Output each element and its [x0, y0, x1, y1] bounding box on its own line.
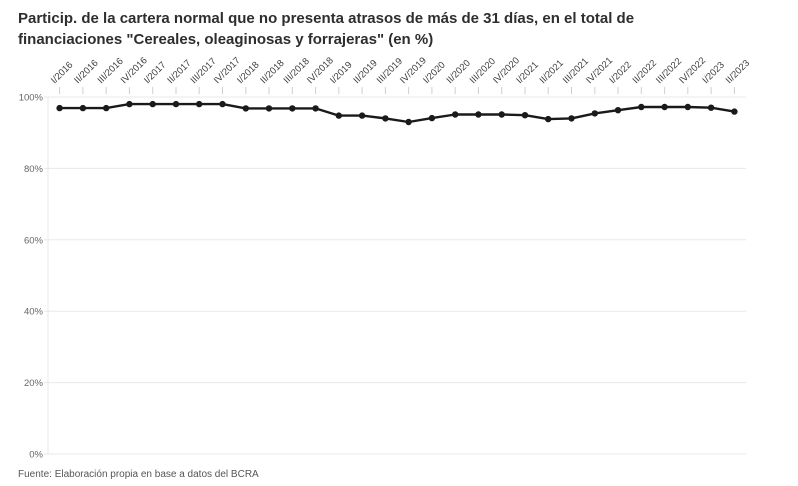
y-axis-tick-label: 100%: [19, 93, 44, 104]
y-axis-tick-label: 0%: [29, 450, 43, 461]
trend-line: [58, 102, 736, 124]
data-point: [358, 112, 366, 119]
data-point: [149, 100, 156, 108]
data-point: [614, 107, 622, 114]
data-point: [707, 104, 715, 111]
data-point: [731, 108, 738, 115]
data-point: [219, 100, 226, 108]
x-axis-tick-label: II/2022: [631, 58, 659, 86]
x-axis-tick-label: II/2018: [258, 58, 286, 86]
data-point: [56, 104, 63, 112]
data-point: [684, 103, 691, 111]
data-point: [545, 115, 552, 123]
x-axis-tick-label: II/2016: [72, 58, 100, 86]
data-point: [568, 115, 575, 122]
data-point: [591, 110, 598, 117]
data-point: [196, 100, 203, 108]
data-point: [638, 103, 645, 111]
data-point: [265, 105, 273, 112]
data-point: [661, 103, 668, 111]
x-axis-tick-label: II/2023: [724, 58, 752, 86]
y-axis-tick-label: 40%: [24, 307, 44, 318]
data-point: [521, 112, 529, 119]
y-axis-tick-label: 80%: [24, 164, 44, 175]
data-point: [172, 100, 180, 108]
x-axis-tick-label: II/2017: [165, 58, 193, 86]
data-point: [312, 105, 319, 112]
data-point: [452, 111, 459, 118]
data-point: [79, 104, 87, 112]
data-point: [382, 115, 389, 122]
data-point: [335, 112, 342, 119]
x-axis-tick-label: II/2021: [538, 58, 566, 86]
y-axis-tick-label: 60%: [24, 235, 44, 246]
y-axis-tick-label: 20%: [24, 378, 44, 389]
x-axis-tick-label: I/2016: [49, 60, 75, 86]
x-axis-tick-label: II/2020: [445, 58, 473, 86]
data-point: [289, 105, 296, 112]
chart-title: Particip. de la cartera normal que no pr…: [18, 10, 635, 49]
data-point: [428, 114, 436, 122]
data-point: [126, 100, 133, 108]
data-point: [405, 118, 412, 126]
data-point: [498, 111, 505, 118]
data-point: [242, 105, 249, 112]
source-note: Fuente: Elaboración propia en base a dat…: [18, 469, 259, 480]
data-point: [475, 111, 482, 118]
x-axis-tick-label: II/2019: [351, 58, 379, 86]
data-point: [103, 104, 110, 112]
